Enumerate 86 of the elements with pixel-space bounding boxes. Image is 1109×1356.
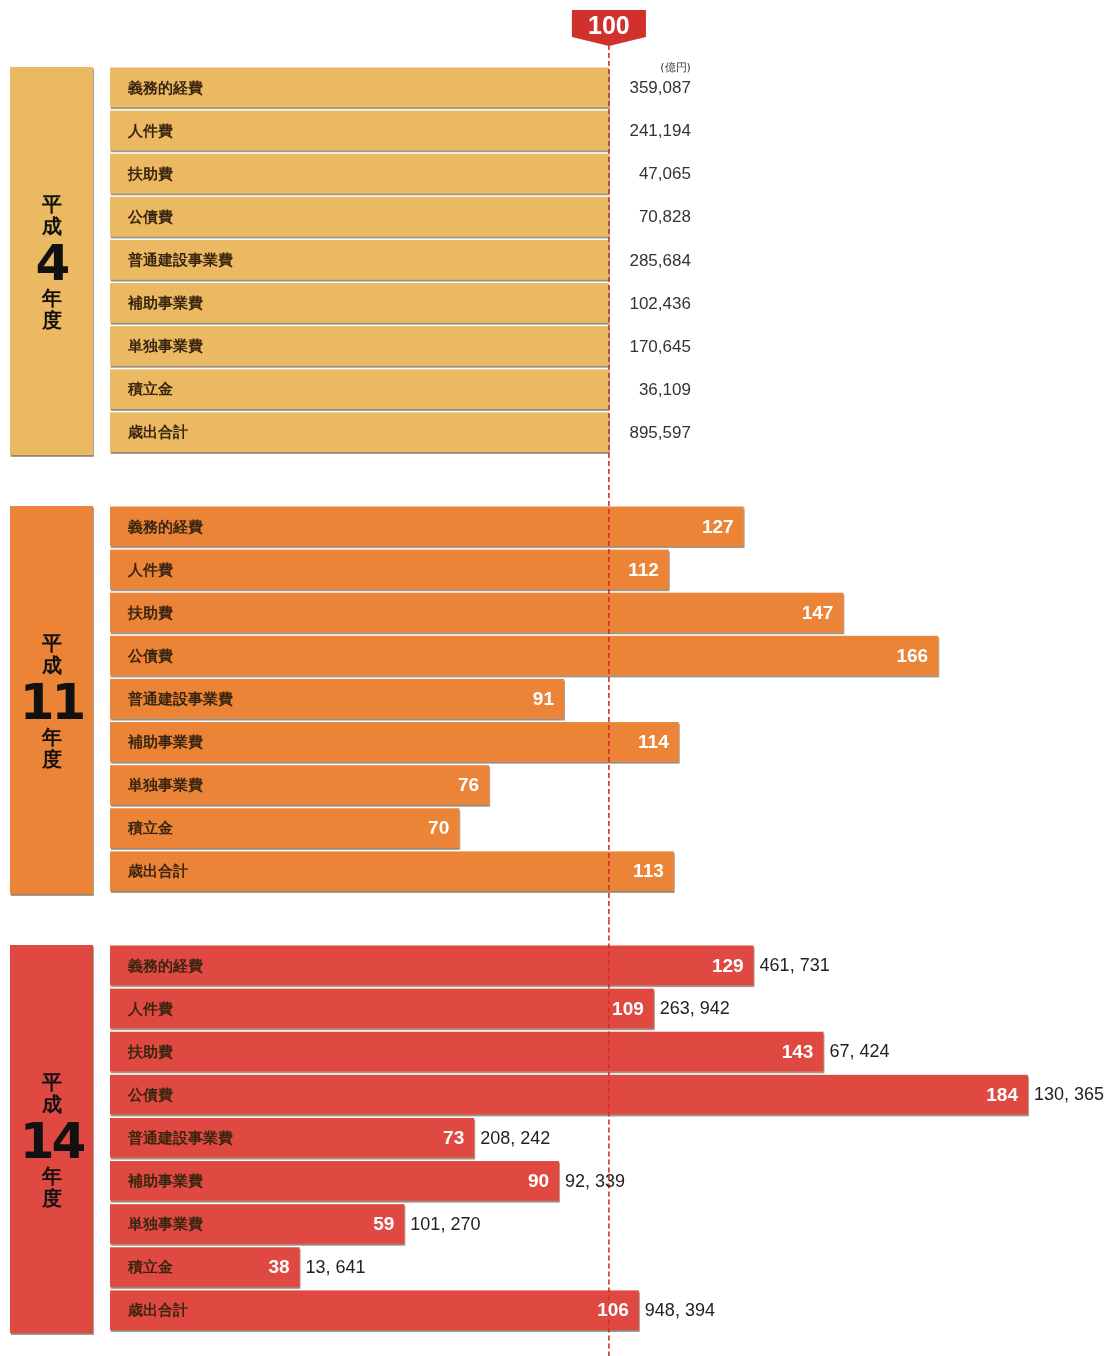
- data-label: 106: [597, 1299, 629, 1321]
- y-tick-label: 扶助費: [127, 1042, 173, 1061]
- bar: [110, 1247, 300, 1287]
- title: 平成11年度: [10, 506, 93, 894]
- text: 359,087: [629, 78, 691, 98]
- bar: [110, 1117, 475, 1158]
- data-label: 109: [612, 997, 644, 1019]
- data-label: 90: [527, 1170, 550, 1192]
- bar: [110, 1031, 824, 1072]
- bar: [110, 988, 654, 1029]
- data-label: 73: [443, 1127, 465, 1148]
- data-label: 59: [373, 1213, 395, 1235]
- annotation: 130, 365: [1034, 1084, 1105, 1105]
- text: 241,194: [629, 121, 691, 141]
- y-tick-label: 単独事業費: [127, 337, 203, 356]
- text: 285,684: [629, 250, 691, 270]
- text: 36,109: [638, 379, 691, 399]
- y-tick-label: 単独事業費: [127, 1215, 203, 1234]
- data-label: 38: [268, 1256, 290, 1278]
- y-tick-label: 扶助費: [127, 164, 173, 183]
- bar: [110, 1161, 560, 1201]
- data-label: 129: [711, 954, 744, 976]
- y-tick-label: 公債費: [127, 207, 173, 226]
- y-tick-label: 義務的経費: [127, 517, 203, 536]
- y-tick-label: 義務的経費: [127, 956, 203, 975]
- text: 47,065: [638, 164, 691, 184]
- y-tick-label: 人件費: [127, 560, 173, 579]
- annotation: 948, 394: [644, 1299, 715, 1320]
- text: 70,828: [638, 207, 691, 227]
- text: 895,597: [629, 422, 691, 442]
- y-tick-label: 歳出合計: [127, 1301, 188, 1320]
- annotation: 208, 242: [480, 1127, 551, 1148]
- title: 平成14年度: [10, 945, 93, 1333]
- y-tick-label: 歳出合計: [127, 423, 188, 442]
- y-tick-label: 普通建設事業費: [127, 1129, 233, 1147]
- text: 102,436: [629, 293, 691, 313]
- data-label: 166: [896, 644, 929, 666]
- y-tick-label: 公債費: [127, 646, 173, 665]
- y-tick-label: 積立金: [127, 1258, 173, 1277]
- bar: [110, 506, 744, 547]
- y-tick-label: 扶助費: [127, 603, 173, 622]
- bar: [110, 851, 674, 891]
- y-tick-label: 義務的経費: [127, 78, 203, 97]
- data-label: 147: [801, 601, 834, 623]
- bar: [110, 1204, 405, 1244]
- annotation: 67, 424: [829, 1041, 890, 1062]
- annotation: 101, 270: [410, 1213, 481, 1234]
- bar: [110, 549, 669, 590]
- data-label: 76: [458, 774, 480, 796]
- y-tick-label: 積立金: [127, 819, 173, 838]
- annotation: 92, 339: [565, 1170, 626, 1191]
- data-label: 184: [986, 1083, 1019, 1105]
- bar: [110, 678, 565, 719]
- bar: [110, 1074, 1028, 1115]
- y-tick-label: 補助事業費: [127, 1172, 203, 1191]
- y-tick-label: 公債費: [127, 1085, 173, 1104]
- annotation: 461, 731: [759, 955, 830, 976]
- ref-line-label: 100: [588, 11, 630, 39]
- bar: [110, 945, 754, 986]
- data-label: 113: [633, 860, 664, 882]
- y-tick-label: 単独事業費: [127, 776, 203, 795]
- bar: [110, 1290, 639, 1330]
- annotation: 263, 942: [659, 998, 730, 1019]
- text: 170,645: [629, 336, 691, 356]
- text: (億円): [660, 61, 691, 74]
- data-label: 127: [701, 515, 734, 537]
- data-label: 112: [628, 558, 659, 580]
- y-tick-label: 歳出合計: [127, 862, 188, 881]
- bar: [110, 765, 490, 805]
- y-tick-label: 普通建設事業費: [127, 690, 233, 708]
- bar: [110, 722, 679, 762]
- bar: [110, 592, 844, 633]
- y-tick-label: 補助事業費: [127, 733, 203, 752]
- data-label: 114: [638, 731, 670, 753]
- data-label: 70: [428, 817, 450, 839]
- y-tick-label: 補助事業費: [127, 294, 203, 313]
- bar: [110, 808, 460, 848]
- y-tick-label: 普通建設事業費: [127, 251, 233, 269]
- y-tick-label: 人件費: [127, 999, 173, 1018]
- data-label: 91: [532, 688, 555, 709]
- annotation: 13, 641: [305, 1256, 366, 1277]
- title: 平成4年度: [10, 67, 93, 455]
- bar: [110, 635, 939, 676]
- y-tick-label: 積立金: [127, 380, 173, 399]
- data-label: 143: [781, 1040, 814, 1062]
- y-tick-label: 人件費: [127, 121, 173, 140]
